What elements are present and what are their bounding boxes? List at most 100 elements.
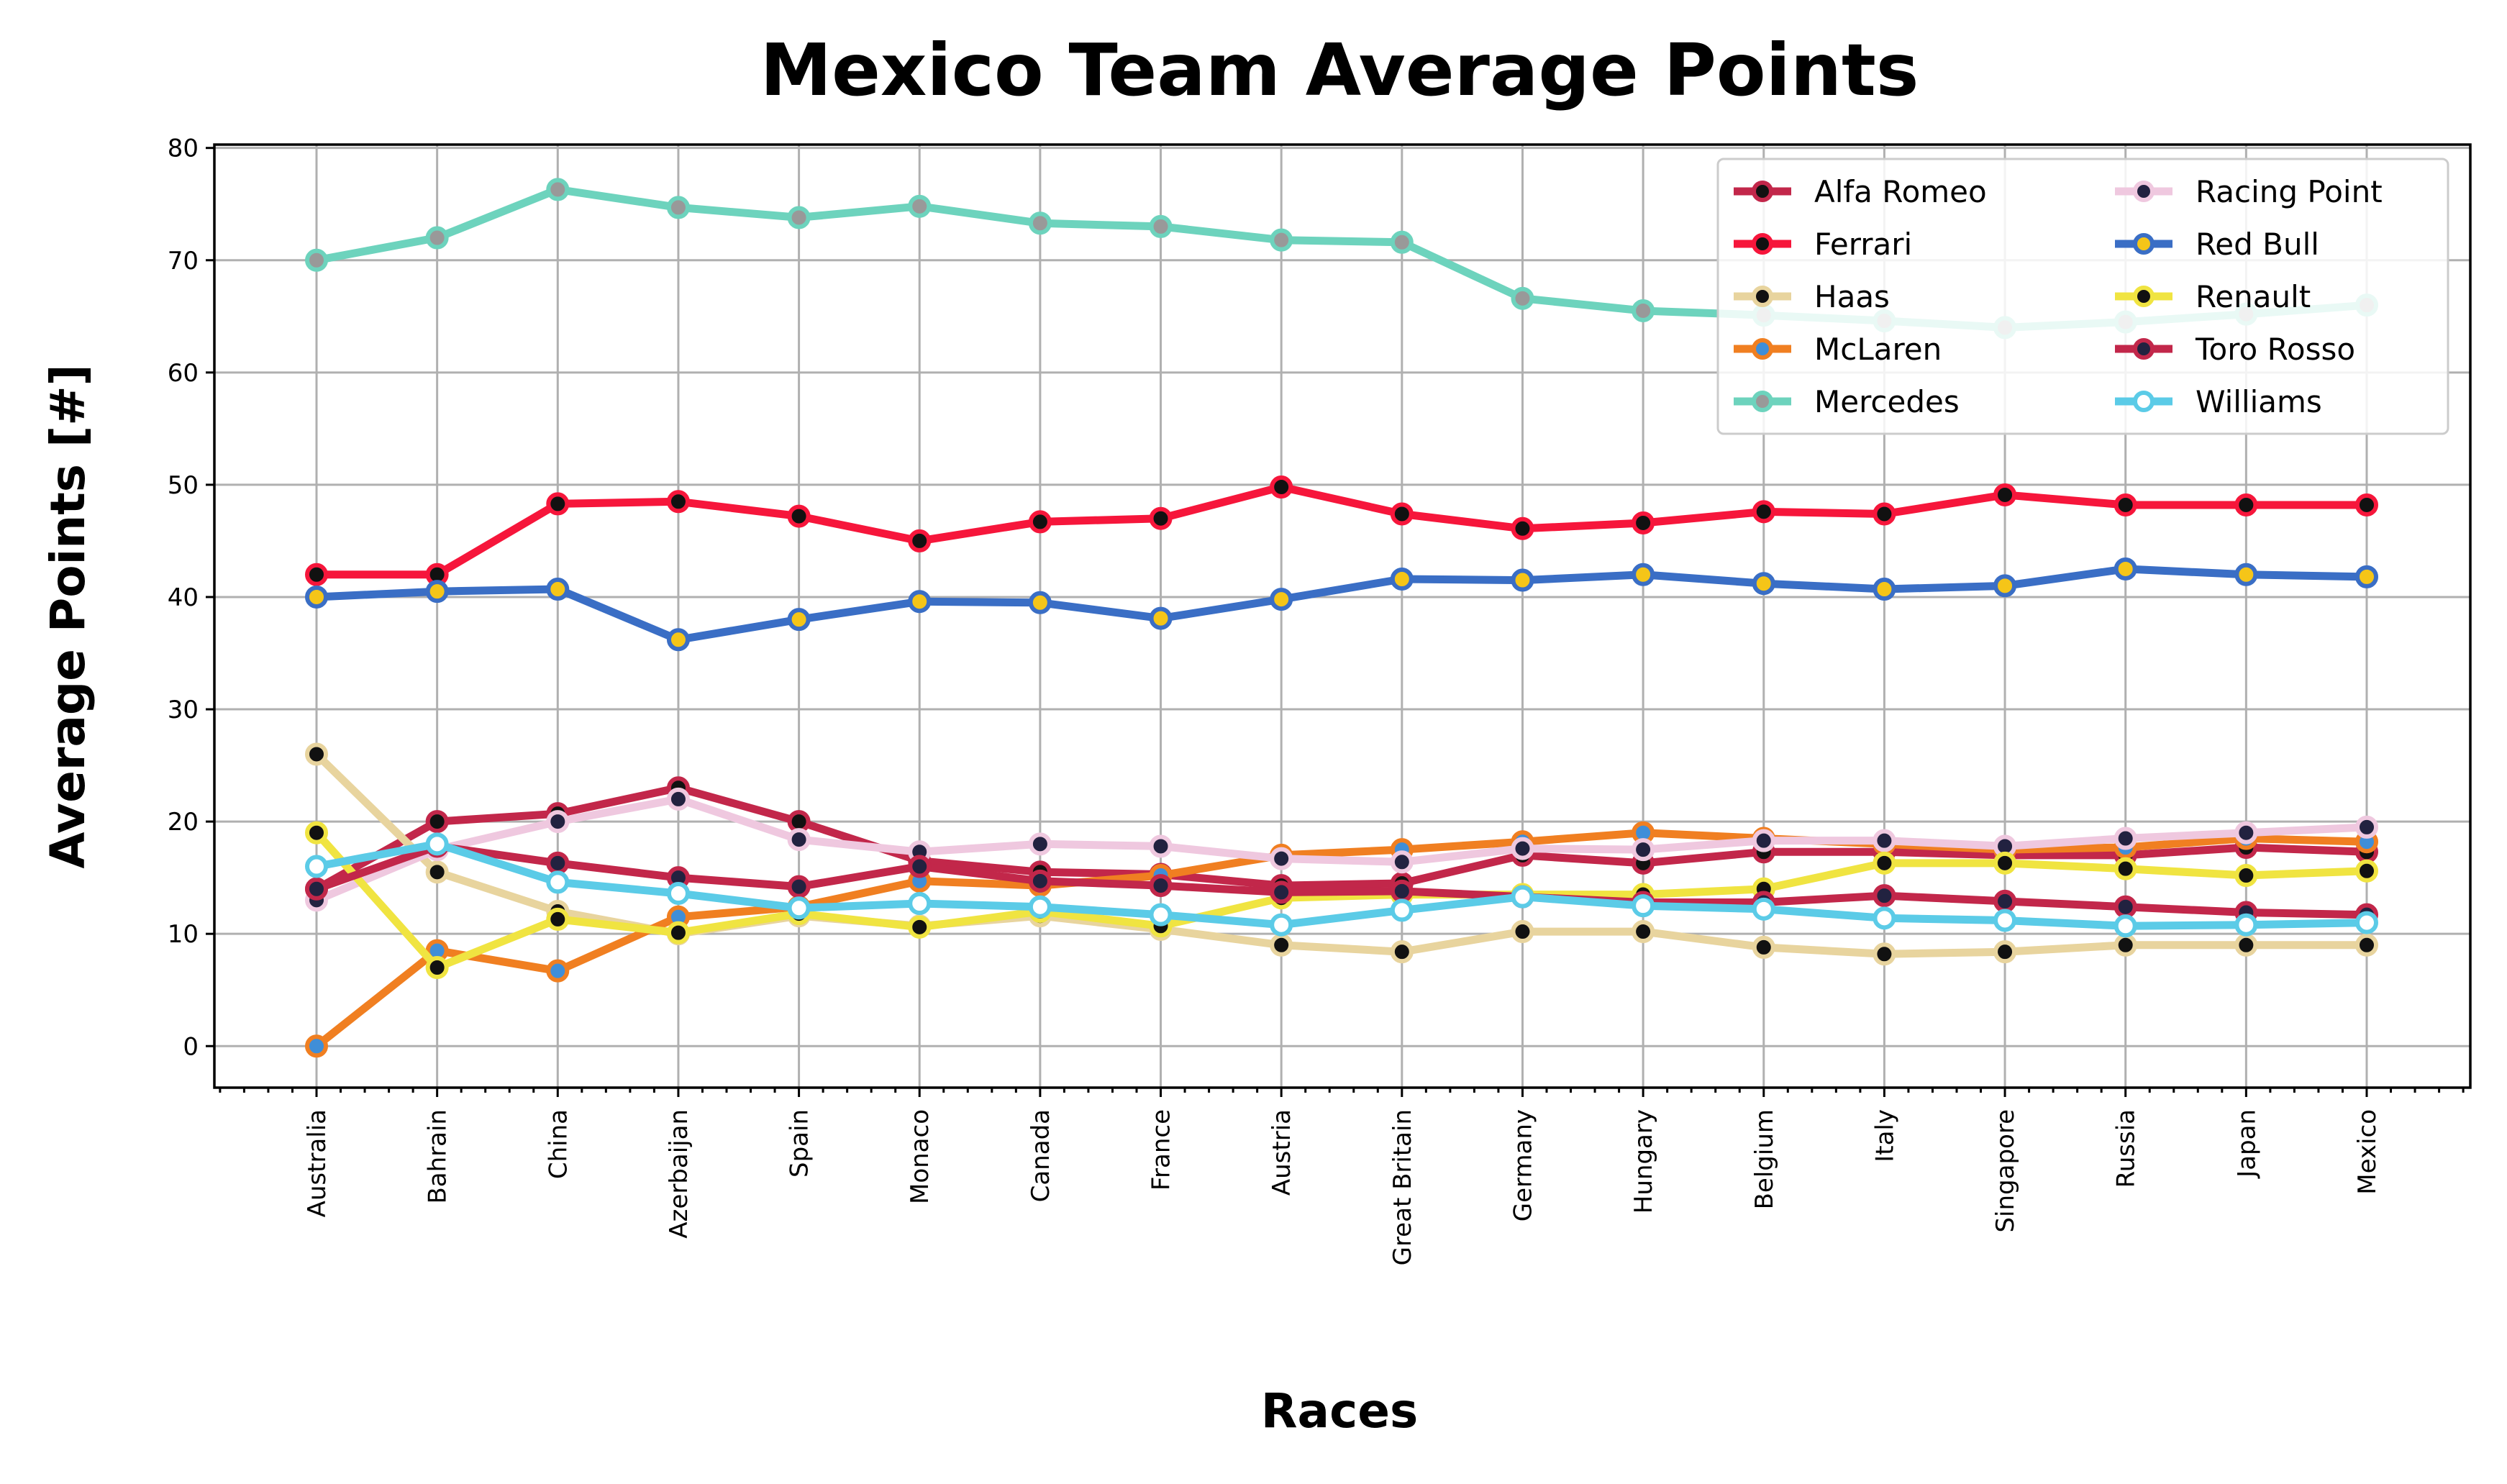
x-tick-label: Canada (1027, 1109, 1055, 1202)
x-tick-label: China (544, 1109, 573, 1179)
legend-item: Toro Rosso (2115, 332, 2355, 367)
x-tick-label: Azerbaijan (665, 1109, 693, 1239)
data-point (1270, 913, 1293, 937)
data-point (2114, 933, 2137, 957)
legend-swatch-marker (1752, 391, 1773, 412)
data-point (1390, 850, 1414, 874)
data-point (1270, 588, 1293, 611)
data-point (2234, 821, 2258, 845)
data-point (1873, 942, 1896, 966)
data-point (2355, 933, 2378, 957)
series (305, 557, 2378, 652)
data-point (1390, 940, 1414, 964)
data-point (1993, 851, 2017, 875)
data-point (1993, 574, 2017, 598)
data-point (546, 810, 570, 834)
y-axis-ticks: 0 10 20 30 40 50 60 70 80 (168, 135, 214, 1061)
legend-label: Red Bull (2196, 227, 2319, 262)
data-point (2234, 864, 2258, 888)
data-point (1149, 606, 1173, 630)
data-point (2114, 493, 2137, 516)
data-point (546, 959, 570, 983)
data-point (2234, 493, 2258, 516)
data-point (305, 248, 328, 272)
legend-label: McLaren (1814, 332, 1942, 367)
data-point (1270, 880, 1293, 904)
data-point (2355, 493, 2378, 516)
y-tick-label: 0 (183, 1032, 199, 1061)
data-point (546, 178, 570, 201)
legend-label: Ferrari (1814, 227, 1912, 262)
data-point (1752, 829, 1775, 852)
data-point (787, 206, 811, 229)
data-point (305, 821, 328, 845)
legend-label: Racing Point (2196, 174, 2383, 209)
x-tick-label: Austria (1268, 1109, 1296, 1196)
legend-swatch-marker (1752, 181, 1773, 202)
data-point (1632, 511, 1655, 534)
legend-swatch-marker (2133, 286, 2155, 307)
data-point (1028, 832, 1052, 856)
data-point (1752, 500, 1775, 524)
chart-title: Mexico Team Average Points (760, 28, 1919, 112)
data-point (666, 196, 690, 219)
legend-box (1716, 158, 2449, 435)
legend-swatch-marker (2133, 233, 2155, 255)
data-point (546, 492, 570, 516)
series (305, 832, 2378, 938)
x-tick-label: Italy (1870, 1109, 1899, 1162)
data-point (1028, 895, 1052, 919)
x-tick-label: Singapore (1991, 1109, 2020, 1233)
data-point (1511, 516, 1534, 540)
data-point (787, 896, 811, 920)
data-point (908, 529, 932, 552)
data-point (425, 860, 449, 884)
x-tick-label: Belgium (1750, 1109, 1779, 1209)
data-point (2114, 557, 2137, 581)
data-point (666, 628, 690, 652)
data-point (1511, 920, 1534, 944)
data-point (425, 956, 449, 980)
data-point (2355, 565, 2378, 588)
data-point (2114, 895, 2137, 919)
data-point (1993, 483, 2017, 506)
legend-label: Haas (1814, 279, 1890, 314)
series (305, 475, 2378, 586)
data-point (1149, 834, 1173, 858)
legend-label: Alfa Romeo (1814, 174, 1987, 209)
data-point (425, 810, 449, 834)
data-point (908, 892, 932, 916)
x-tick-label: Hungary (1629, 1109, 1658, 1214)
data-point (1632, 299, 1655, 322)
data-point (1873, 502, 1896, 526)
y-tick-label: 50 (168, 471, 199, 500)
data-point (305, 877, 328, 901)
series-line (312, 783, 2371, 893)
data-point (2355, 911, 2378, 934)
series-layer (305, 178, 2378, 1058)
legend-item: McLaren (1734, 332, 1942, 367)
legend-label: Williams (2196, 384, 2322, 419)
data-point (1873, 829, 1896, 852)
data-point (1752, 897, 1775, 921)
series-line (312, 795, 2371, 904)
data-point (1993, 889, 2017, 913)
series-line (312, 565, 2371, 644)
data-point (1028, 591, 1052, 614)
x-tick-label: Bahrain (424, 1109, 452, 1204)
x-tick-label: Mexico (2353, 1109, 2382, 1195)
legend-item: Haas (1734, 279, 1890, 314)
data-point (2234, 933, 2258, 957)
legend-item: Williams (2115, 384, 2322, 419)
data-point (1028, 510, 1052, 534)
x-tick-label: Japan (2232, 1109, 2261, 1179)
data-point (1993, 940, 2017, 964)
data-point (1390, 879, 1414, 903)
legend-label: Mercedes (1814, 384, 1960, 419)
data-point (1873, 851, 1896, 875)
data-point (1632, 920, 1655, 944)
x-tick-label: Australia (303, 1109, 332, 1217)
data-point (666, 490, 690, 514)
x-tick-label: Germany (1509, 1109, 1537, 1221)
